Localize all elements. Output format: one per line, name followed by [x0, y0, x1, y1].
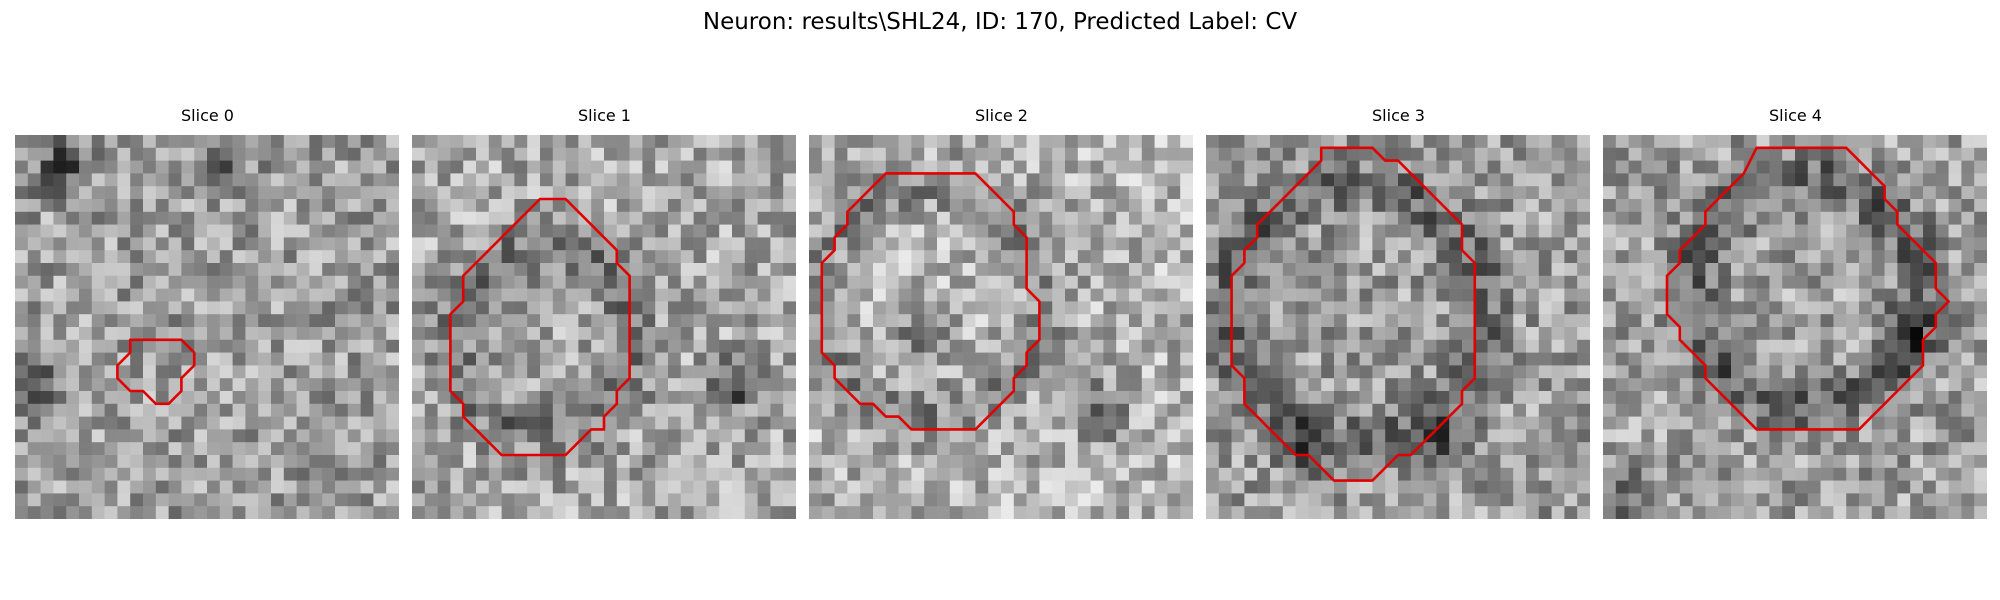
slice-panel-0: Slice 0 [15, 106, 400, 519]
slice-image-2 [809, 135, 1193, 519]
slice-panel-3: Slice 3 [1206, 106, 1591, 519]
slice-panel-4: Slice 4 [1603, 106, 1988, 519]
pixel-field [15, 135, 399, 519]
slice-image-0 [15, 135, 399, 519]
slice-image-1 [412, 135, 796, 519]
pixel-field [1206, 135, 1590, 519]
roi-contour [116, 338, 196, 406]
slice-title-2: Slice 2 [975, 106, 1028, 125]
roi-contour [1665, 146, 1950, 431]
slice-panel-1: Slice 1 [412, 106, 797, 519]
pixel-field [412, 135, 796, 519]
roi-contour [449, 197, 631, 457]
slice-title-1: Slice 1 [578, 106, 631, 125]
slice-image-3 [1206, 135, 1590, 519]
slice-title-0: Slice 0 [181, 106, 234, 125]
roi-contour [820, 172, 1041, 431]
slice-image-4 [1603, 135, 1987, 519]
slice-title-4: Slice 4 [1769, 106, 1822, 125]
figure-title: Neuron: results\SHL24, ID: 170, Predicte… [702, 9, 1298, 35]
slice-title-3: Slice 3 [1372, 106, 1425, 125]
pixel-field [1603, 135, 1987, 519]
roi-contour [1230, 146, 1477, 482]
slice-panel-2: Slice 2 [809, 106, 1194, 519]
